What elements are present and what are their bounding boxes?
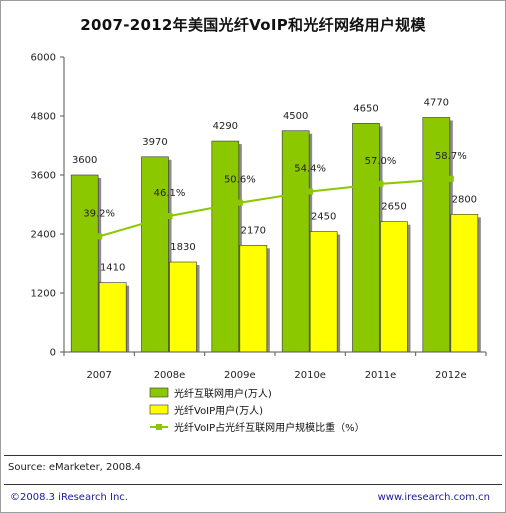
ratio-value-label: 57.0% [365,156,397,167]
bar [281,130,310,353]
ratio-value-label: 46.1% [154,188,186,199]
website-link[interactable]: www.iresearch.com.cn [377,492,490,503]
ratio-point [447,175,454,182]
legend-label: 光纤VoIP用户(万人) [174,404,263,417]
bar-value-label: 2450 [311,212,336,223]
ratio-value-label: 54.4% [294,164,326,175]
chart-plot: 0 1200 2400 3600 4800 6000 2007 2008e 2009e 2010e… [31,53,487,434]
source-text: Source: eMarketer, 2008.4 [8,462,142,473]
bar-value-label: 4770 [424,97,449,108]
bar-value-label: 2170 [241,225,266,236]
bar-value-label: 3600 [72,155,97,166]
y-tick-label: 6000 [31,53,56,64]
ratio-point [377,180,384,187]
bar-value-label: 2650 [381,202,406,213]
legend-swatch [149,387,169,398]
y-tick-label: 1200 [31,289,56,300]
ratio-point [166,213,173,220]
bar-value-label: 3970 [142,137,167,148]
bar [169,261,197,353]
ratio-value-label: 50.6% [224,175,256,186]
x-tick-label: 2011e [365,370,397,381]
source-divider [4,455,502,456]
bar-value-label: 4290 [213,121,238,132]
bar [309,231,338,353]
bar [239,245,268,353]
legend-label: 光纤VoIP占光纤互联网用户规模比重（%） [174,421,365,434]
bar-value-label: 1410 [100,263,125,274]
bar [70,174,99,353]
legend-label: 光纤互联网用户(万人) [174,387,272,400]
bar-value-label: 4650 [353,103,378,114]
ratio-point [96,233,103,240]
copyright-text: ©2008.3 iResearch Inc. [10,492,128,503]
chart-title: 2007-2012年美国光纤VoIP和光纤网络用户规模 [80,16,426,34]
x-tick-label: 2007 [86,370,111,381]
x-tick-label: 2010e [294,370,326,381]
legend-marker [156,424,162,430]
ratio-point [236,199,243,206]
y-tick-label: 0 [50,348,56,359]
bar [380,221,408,353]
y-tick-label: 3600 [31,171,56,182]
legend-swatch [149,404,169,415]
x-tick-label: 2009e [224,370,256,381]
bar [211,140,240,353]
y-tick-label: 4800 [31,112,56,123]
ratio-line [98,177,451,238]
bar-value-label: 4500 [283,111,308,122]
bar-value-label: 2800 [452,194,477,205]
x-tick-label: 2012e [435,370,467,381]
ratio-value-label: 39.2% [83,208,115,219]
bar [352,123,380,353]
ratio-point [307,188,314,195]
bar [98,282,127,353]
x-tick-label: 2008e [154,370,186,381]
bar-value-label: 1830 [170,242,195,253]
bar [422,117,451,353]
bar [141,156,169,353]
footer-divider [4,484,502,485]
ratio-value-label: 58.7% [435,151,467,162]
y-tick-label: 2400 [31,230,56,241]
bar [450,214,479,353]
